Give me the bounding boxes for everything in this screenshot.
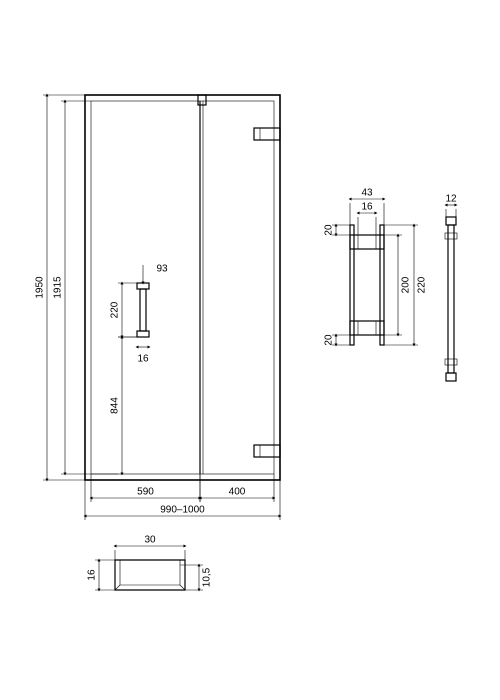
svg-text:20: 20 bbox=[324, 224, 335, 236]
svg-text:590: 590 bbox=[137, 487, 154, 498]
svg-text:990–1000: 990–1000 bbox=[160, 505, 205, 516]
technical-drawing: 1950 1915 590 400 990–1000 220 844 93 16 30 16 10,… bbox=[0, 0, 500, 700]
handle-detail-front: 43 16 20 20 200 220 bbox=[324, 188, 428, 346]
bottom-profile-section: 30 16 10,5 bbox=[87, 535, 213, 590]
svg-text:16: 16 bbox=[87, 569, 98, 581]
svg-text:16: 16 bbox=[361, 202, 373, 213]
svg-text:1950: 1950 bbox=[35, 276, 46, 299]
svg-text:10,5: 10,5 bbox=[202, 567, 213, 587]
svg-text:12: 12 bbox=[445, 194, 457, 205]
svg-text:20: 20 bbox=[324, 334, 335, 346]
svg-text:1915: 1915 bbox=[53, 276, 64, 299]
svg-text:844: 844 bbox=[110, 397, 121, 414]
handle-detail-side: 12 bbox=[445, 194, 457, 381]
svg-text:200: 200 bbox=[401, 276, 412, 293]
front-elevation: 1950 1915 590 400 990–1000 220 844 93 16 bbox=[35, 95, 280, 520]
svg-text:93: 93 bbox=[156, 264, 168, 275]
svg-text:43: 43 bbox=[361, 188, 373, 199]
svg-text:400: 400 bbox=[229, 487, 246, 498]
svg-text:220: 220 bbox=[110, 301, 121, 318]
svg-text:30: 30 bbox=[144, 535, 156, 546]
svg-text:16: 16 bbox=[137, 354, 149, 365]
svg-text:220: 220 bbox=[417, 276, 428, 293]
